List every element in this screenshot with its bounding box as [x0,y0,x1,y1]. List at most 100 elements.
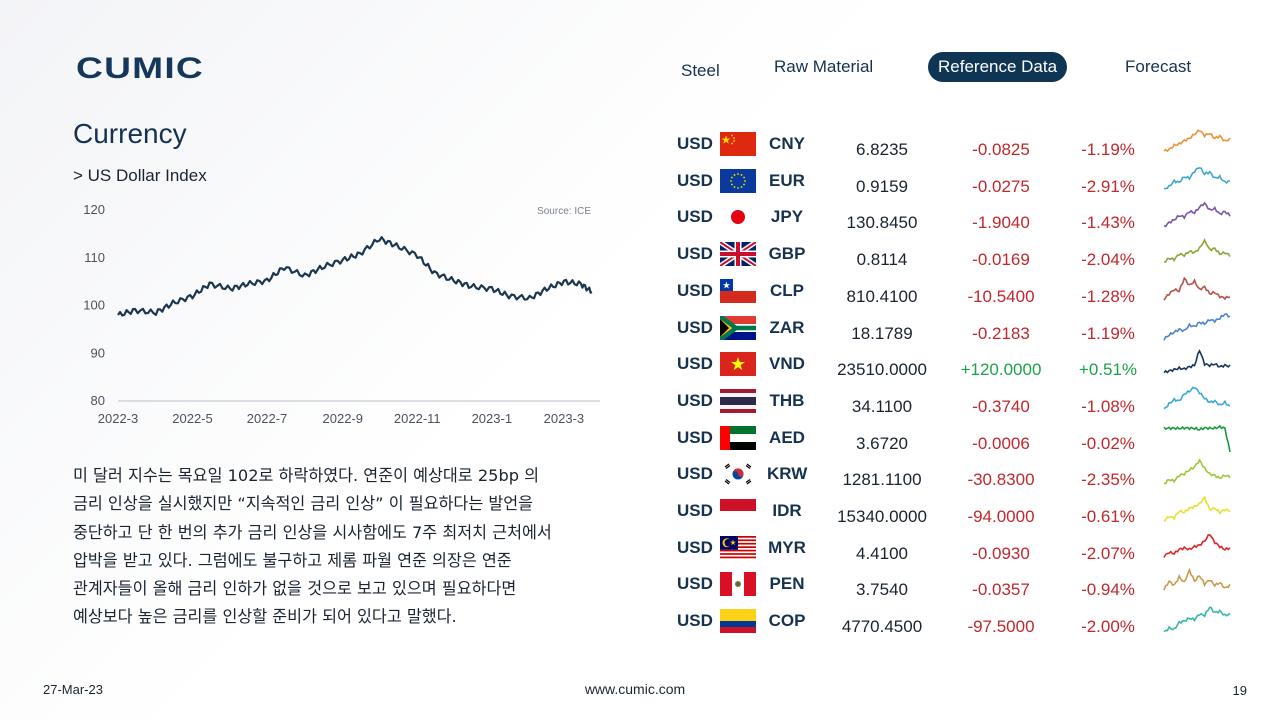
base-currency: USD [677,354,713,374]
base-currency: USD [677,317,713,337]
svg-text:CUMIC: CUMIC [76,52,204,84]
sparkline-path [1163,495,1231,522]
sparkline-path [1163,386,1231,410]
sparkline-jpy [1163,202,1231,228]
base-currency: USD [677,280,713,300]
ae-flag-icon [720,425,756,450]
sparkline-thb [1163,386,1231,410]
currency-row-myr: USD MYR 4.4100 -0.0930 -2.07% [670,530,1270,567]
quote-currency: IDR [772,501,802,520]
chart-source: Source: ICE [537,206,591,217]
currency-row-eur: USD EUR 0.9159 -0.0275 -2.91% [670,163,1270,200]
rate-change: -30.8300 [967,470,1035,490]
quote-currency: PEN [769,574,805,594]
base-currency: USD [677,207,713,227]
nav-steel[interactable]: Steel [681,61,720,80]
sparkline-clp [1163,276,1231,301]
vn-flag-icon [720,352,756,377]
rate-change-percent: -1.08% [1081,396,1135,416]
rate-change-percent: -1.43% [1081,213,1135,233]
dollar-index-series-line [117,236,593,317]
exchange-rate: 0.9159 [856,176,908,196]
sparkline-myr [1163,533,1231,558]
sparkline-path [1163,533,1231,558]
sparkline-pen [1163,568,1231,591]
id-flag-icon [720,499,756,523]
quote-currency: CLP [770,280,804,300]
sparkline-path [1163,606,1231,633]
rate-change-percent: -2.00% [1081,617,1135,637]
commentary-line: 예상보다 높은 금리를 인상할 준비가 되어 있다고 말했다. [73,607,457,627]
chart-subtitle: > US Dollar Index [73,166,207,185]
rate-change: -0.0357 [972,580,1030,600]
sparkline-path [1163,568,1231,591]
exchange-rate: 1281.1100 [842,470,922,490]
x-tick-label: 2023-3 [544,411,584,426]
jp-flag-icon [720,205,756,230]
exchange-rate: 6.8235 [856,140,908,159]
rate-change: -10.5400 [967,286,1035,306]
page-title: Currency [73,118,187,149]
sparkline-zar [1163,312,1231,341]
quote-currency: AED [769,427,805,447]
sparkline-idr [1163,495,1231,522]
commentary-line: 중단하고 단 한 번의 추가 금리 인상을 시사함에도 7주 최저치 근처에서 [73,522,552,542]
rate-change-percent: -1.19% [1081,323,1135,343]
x-tick-label: 2022-9 [323,411,363,426]
nav-raw-material[interactable]: Raw Material [774,57,874,76]
kr-flag-icon [720,462,756,487]
y-tick-label: 80 [91,393,105,408]
za-flag-icon [720,315,756,340]
currency-row-gbp: USD GBP 0.8114 -0.0169 -2.04% [670,236,1270,273]
currency-row-thb: USD THB 34.1100 -0.3740 -1.08% [670,383,1270,420]
th-flag-icon [720,388,756,413]
base-currency: USD [677,574,713,594]
exchange-rate: 18.1789 [851,323,913,343]
rate-change: -0.0275 [972,176,1030,196]
sparkline-path [1163,202,1231,228]
x-tick-label: 2023-1 [472,411,512,426]
commentary-line: 미 달러 지수는 목요일 102로 하락하였다. 연준이 예상대로 25bp 의 [73,466,540,485]
sparkline-path [1163,129,1231,153]
rate-change-percent: -0.94% [1081,580,1135,600]
base-currency: USD [677,427,713,447]
currency-row-aed: USD AED 3.6720 -0.0006 -0.02% [670,420,1270,457]
currency-row-zar: USD ZAR 18.1789 -0.2183 -1.19% [670,310,1270,347]
base-currency: USD [677,537,713,557]
rate-change: -0.2183 [972,323,1030,343]
exchange-rate: 23510.0000 [837,360,927,380]
sparkline-eur [1163,166,1231,190]
rate-change: -0.0006 [972,433,1030,453]
rate-change-percent: +0.51% [1078,360,1138,380]
y-tick-label: 100 [83,298,105,313]
rate-change-percent: -2.07% [1081,543,1135,563]
nav-reference-data[interactable]: Reference Data [928,52,1068,82]
rate-change-percent: -2.04% [1081,250,1135,270]
currency-row-vnd: USD VND 23510.0000 +120.0000 +0.51% [670,346,1270,383]
sparkline-cop [1163,606,1231,633]
page-number: 19 [1232,683,1247,698]
rate-change-percent: -0.61% [1081,507,1135,526]
exchange-rate: 810.4100 [846,286,918,306]
cumic-logo: CUMIC [76,52,204,84]
x-tick-label: 2022-11 [394,411,441,426]
rate-change: -0.3740 [972,396,1030,416]
co-flag-icon [720,609,756,634]
sparkline-gbp [1163,238,1231,264]
exchange-rate: 0.8114 [856,250,908,270]
footer-date: 27-Mar-23 [43,682,103,697]
exchange-rate: 4770.4500 [841,617,923,637]
sparkline-aed [1163,424,1231,452]
currency-row-idr: USD IDR 15340.0000 -94.0000 -0.61% [670,493,1270,530]
rate-change: -94.0000 [967,507,1035,526]
gb-flag-icon [720,242,756,267]
rate-change: -0.0930 [972,543,1030,563]
base-currency: USD [677,501,713,520]
commentary-line: 관계자들이 올해 금리 인하가 없을 것으로 보고 있으며 필요하다면 [73,579,517,599]
currency-row-pen: USD PEN 3.7540 -0.0357 -0.94% [670,566,1270,603]
y-tick-label: 120 [83,202,105,217]
commentary-text: 미 달러 지수는 목요일 102로 하락하였다. 연준이 예상대로 25bp 의… [73,462,643,632]
nav-forecast[interactable]: Forecast [1125,57,1192,76]
sparkline-path [1163,166,1231,190]
rate-change: +120.0000 [960,360,1042,380]
